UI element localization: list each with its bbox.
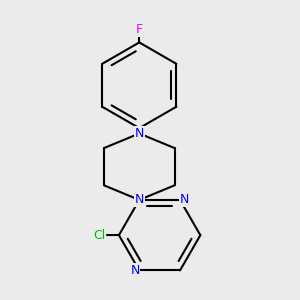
Text: N: N — [180, 194, 189, 206]
Text: N: N — [130, 264, 140, 277]
Text: Cl: Cl — [94, 229, 106, 242]
Text: N: N — [135, 127, 144, 140]
Text: F: F — [136, 23, 143, 36]
Text: N: N — [135, 194, 144, 206]
